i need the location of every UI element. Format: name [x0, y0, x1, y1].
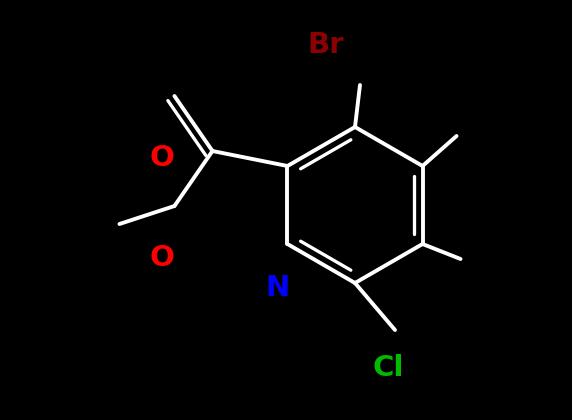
- Text: Br: Br: [307, 31, 344, 59]
- Text: O: O: [149, 144, 174, 172]
- Text: O: O: [149, 244, 174, 272]
- Text: Cl: Cl: [372, 354, 403, 382]
- Text: N: N: [265, 274, 289, 302]
